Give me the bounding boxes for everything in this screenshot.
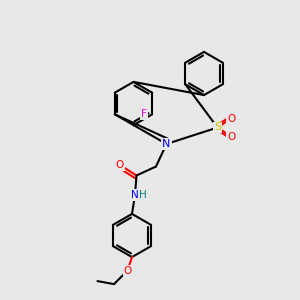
Text: H: H xyxy=(139,190,146,200)
Text: O: O xyxy=(116,160,124,170)
Text: O: O xyxy=(227,131,235,142)
Text: N: N xyxy=(162,139,171,149)
Text: F: F xyxy=(141,109,147,119)
Text: O: O xyxy=(227,113,235,124)
Text: S: S xyxy=(214,122,221,133)
Text: N: N xyxy=(131,190,139,200)
Text: O: O xyxy=(123,266,132,276)
